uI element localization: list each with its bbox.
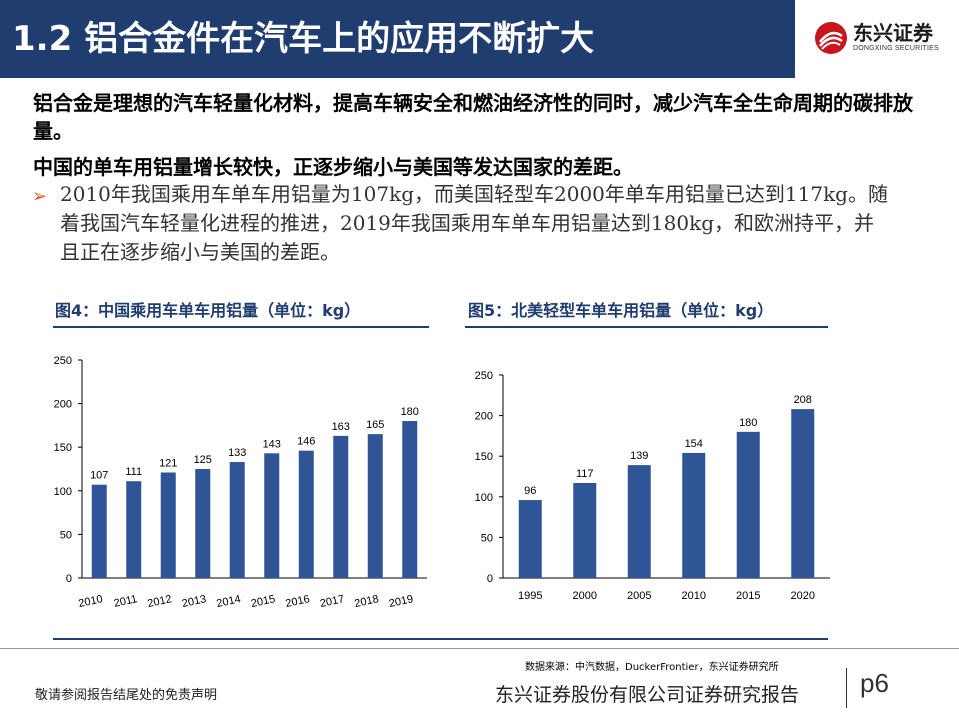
x-tick-label-china: 2014 bbox=[215, 593, 241, 610]
data-label-china: 146 bbox=[297, 436, 315, 448]
bar-china bbox=[229, 462, 245, 578]
x-tick-label-china: 2018 bbox=[353, 593, 379, 610]
company-name: 东兴证券股份有限公司证券研究报告 bbox=[495, 684, 800, 706]
x-tick-label-na: 2015 bbox=[736, 590, 760, 602]
data-label-china: 143 bbox=[263, 438, 281, 450]
bar-china bbox=[126, 481, 142, 578]
data-label-na: 96 bbox=[524, 485, 536, 497]
x-tick-label-china: 2017 bbox=[319, 593, 345, 610]
bar-china bbox=[298, 450, 314, 578]
divider bbox=[465, 326, 828, 328]
y-tick-label-na: 0 bbox=[487, 573, 493, 585]
x-tick-label-china: 2011 bbox=[113, 593, 139, 610]
bar-na bbox=[627, 465, 651, 578]
y-tick-label-china: 0 bbox=[66, 573, 72, 585]
data-label-china: 165 bbox=[366, 419, 384, 431]
y-tick-label-china: 250 bbox=[54, 355, 72, 367]
data-label-china: 121 bbox=[159, 457, 177, 469]
chart-title-china: 图4：中国乘用车单车用铝量（单位：kg） bbox=[55, 301, 361, 320]
x-tick-label-china: 2015 bbox=[250, 593, 276, 610]
y-tick-label-na: 250 bbox=[475, 370, 493, 382]
bullet-text: 2010年我国乘用车单车用铝量为107kg，而美国轻型车2000年单车用铝量已达… bbox=[60, 182, 888, 264]
x-tick-label-na: 2020 bbox=[791, 590, 815, 602]
bar-china bbox=[333, 435, 349, 578]
data-label-na: 117 bbox=[576, 468, 594, 480]
y-tick-label-china: 150 bbox=[54, 442, 72, 454]
lead-paragraph-2: 中国的单车用铝量增长较快，正逐步缩小与美国等发达国家的差距。 bbox=[33, 155, 633, 179]
bar-na bbox=[736, 431, 760, 578]
x-tick-label-na: 2005 bbox=[627, 590, 651, 602]
data-label-na: 208 bbox=[794, 394, 812, 406]
bar-china bbox=[402, 421, 418, 578]
data-label-na: 154 bbox=[685, 438, 703, 450]
divider bbox=[53, 638, 828, 640]
title-bar: 1.2 铝合金件在汽车上的应用不断扩大 bbox=[0, 0, 795, 78]
y-tick-label-na: 150 bbox=[475, 451, 493, 463]
bar-china bbox=[91, 484, 107, 578]
y-tick-label-china: 200 bbox=[54, 399, 72, 411]
logo-text-cn: 东兴证券 bbox=[853, 21, 933, 45]
logo-text-en: DONGXING SECURITIES bbox=[853, 45, 939, 52]
bar-na bbox=[791, 409, 815, 578]
chart-title-na: 图5：北美轻型车单车用铝量（单位：kg） bbox=[468, 301, 774, 320]
x-tick-label-china: 2010 bbox=[77, 593, 103, 610]
bullet-arrow-icon: ➢ bbox=[32, 186, 48, 207]
brand-logo: 东兴证券 DONGXING SECURITIES bbox=[795, 0, 959, 78]
x-tick-label-china: 2019 bbox=[388, 593, 414, 610]
footer-divider bbox=[0, 648, 959, 649]
lead-paragraph-1: 铝合金是理想的汽车轻量化材料，提高车辆安全和燃油经济性的同时，减少汽车全生命周期… bbox=[33, 91, 913, 143]
data-label-china: 125 bbox=[194, 454, 212, 466]
x-tick-label-na: 2000 bbox=[573, 590, 597, 602]
x-tick-label-china: 2016 bbox=[284, 593, 310, 610]
data-label-china: 180 bbox=[401, 406, 419, 418]
y-tick-label-china: 50 bbox=[60, 529, 72, 541]
data-label-china: 107 bbox=[90, 470, 108, 482]
y-tick-label-na: 50 bbox=[481, 532, 493, 544]
disclaimer-text: 敬请参阅报告结尾处的免责声明 bbox=[35, 688, 218, 703]
data-label-na: 139 bbox=[630, 450, 648, 462]
y-tick-label-na: 200 bbox=[475, 411, 493, 423]
x-tick-label-na: 2010 bbox=[682, 590, 706, 602]
x-tick-label-china: 2012 bbox=[146, 593, 172, 610]
divider bbox=[53, 326, 429, 328]
logo-icon bbox=[815, 22, 847, 54]
y-tick-label-na: 100 bbox=[475, 492, 493, 504]
bar-china bbox=[264, 453, 280, 578]
bar-na bbox=[518, 500, 542, 578]
bar-china bbox=[160, 472, 176, 578]
bar-china bbox=[367, 434, 383, 578]
source-note: 数据来源：中汽数据，DuckerFrontier，东兴证券研究所 bbox=[525, 662, 779, 673]
bar-na bbox=[682, 452, 706, 578]
footer-separator bbox=[846, 668, 847, 708]
data-label-china: 133 bbox=[228, 447, 246, 459]
page-title: 1.2 铝合金件在汽车上的应用不断扩大 bbox=[12, 19, 595, 59]
x-tick-label-china: 2013 bbox=[181, 593, 207, 610]
y-tick-label-china: 100 bbox=[54, 486, 72, 498]
page-number: p6 bbox=[860, 668, 889, 698]
bar-na bbox=[573, 482, 597, 578]
data-label-china: 111 bbox=[125, 466, 142, 478]
bar-china bbox=[195, 469, 211, 578]
data-label-na: 180 bbox=[739, 417, 757, 429]
data-label-china: 163 bbox=[332, 421, 350, 433]
x-tick-label-na: 1995 bbox=[518, 590, 542, 602]
